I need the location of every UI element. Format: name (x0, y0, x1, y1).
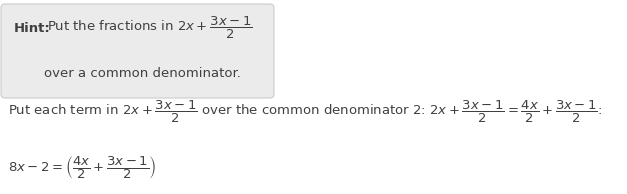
FancyBboxPatch shape (1, 4, 274, 98)
Text: Hint:: Hint: (14, 22, 51, 35)
Text: Put the fractions in $2x + \dfrac{3x-1}{2}$: Put the fractions in $2x + \dfrac{3x-1}{… (47, 15, 253, 42)
Text: over a common denominator.: over a common denominator. (44, 67, 241, 80)
Text: Put each term in $2x + \dfrac{3x-1}{2}$ over the common denominator 2: $2x + \df: Put each term in $2x + \dfrac{3x-1}{2}$ … (8, 99, 603, 126)
Text: $8x - 2 = \left(\dfrac{4x}{2} + \dfrac{3x-1}{2}\right)$: $8x - 2 = \left(\dfrac{4x}{2} + \dfrac{3… (8, 154, 157, 181)
